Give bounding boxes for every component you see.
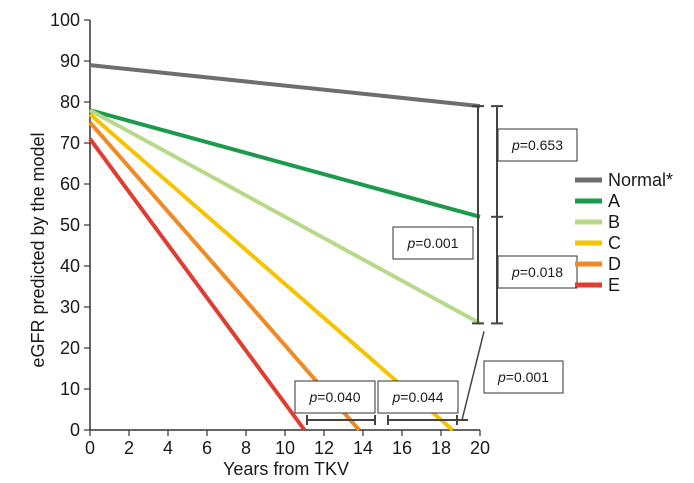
x-tick-label: 18 [431,438,451,458]
legend-label: Normal* [608,170,673,190]
x-tick-label: 10 [275,438,295,458]
legend-label: B [608,212,620,232]
x-tick-label: 4 [163,438,173,458]
y-tick-label: 70 [60,133,80,153]
x-axis-title: Years from TKV [223,459,349,479]
legend-label: C [608,233,621,253]
y-tick-label: 50 [60,215,80,235]
p-value-box: p=0.044 [377,380,459,414]
series-line-e [88,137,307,432]
x-tick-label: 2 [124,438,134,458]
axes: 0 2 4 6 8 10 12 14 16 18 20 0 10 20 30 40 50 60 70 80 90 100 [50,10,490,458]
p-value: =0.653 [520,137,563,153]
x-tick-label: 6 [202,438,212,458]
p-symbol: p [308,389,317,405]
p-value-label: p=0.018 [511,264,563,280]
x-tick-label: 14 [353,438,373,458]
series-line-a [89,108,481,219]
p-symbol: p [497,369,506,385]
p-symbol: p [511,137,520,153]
y-tick-label: 10 [60,379,80,399]
p-value-box: p=0.001 [392,226,474,260]
y-tick-label: 60 [60,174,80,194]
series-lines [88,63,481,432]
p-value-label: p=0.040 [308,389,360,405]
p-symbol: p [511,264,520,280]
p-value-box-frame [483,360,564,394]
series-line-b [89,108,481,326]
legend-label: E [608,275,620,295]
y-tick-label: 20 [60,338,80,358]
y-tick-label: 100 [50,10,80,30]
y-tick-label: 40 [60,256,80,276]
p-value-box: p=0.040 [294,380,376,414]
bracket-b-c [461,331,485,421]
series-line-c [88,112,455,432]
x-tick-label: 0 [85,438,95,458]
p-value: =0.001 [506,369,549,385]
legend-label: D [608,254,621,274]
x-tick-label: 12 [314,438,334,458]
p-value-box: p=0.001 [483,360,564,394]
legend-label: A [608,191,620,211]
y-tick-label: 90 [60,51,80,71]
p-value-box-frame [377,380,459,414]
series-line-d [88,121,361,432]
p-value-box: p=0.653 [497,128,578,162]
p-symbol: p [391,389,400,405]
p-value-label: p=0.001 [497,369,549,385]
p-value-box: p=0.018 [497,255,578,289]
y-tick-label: 30 [60,297,80,317]
p-value-label: p=0.653 [511,137,563,153]
p-value-box-frame [497,255,578,289]
p-value-label: p=0.001 [406,235,458,251]
y-tick-label: 80 [60,92,80,112]
p-value-label: p=0.044 [391,389,443,405]
p-symbol: p [406,235,415,251]
p-value-box-frame [294,380,376,414]
p-value: =0.001 [415,235,458,251]
p-value-box-frame [392,226,474,260]
x-tick-label: 8 [241,438,251,458]
y-tick-label: 0 [70,420,80,440]
p-value: =0.040 [317,389,360,405]
p-value: =0.044 [400,389,443,405]
p-value-box-frame [497,128,578,162]
series-line-normal [89,63,481,109]
x-tick-label: 16 [392,438,412,458]
p-value: =0.018 [520,264,563,280]
x-tick-label: 20 [470,438,490,458]
y-axis-title: eGFR predicted by the model [28,132,48,367]
